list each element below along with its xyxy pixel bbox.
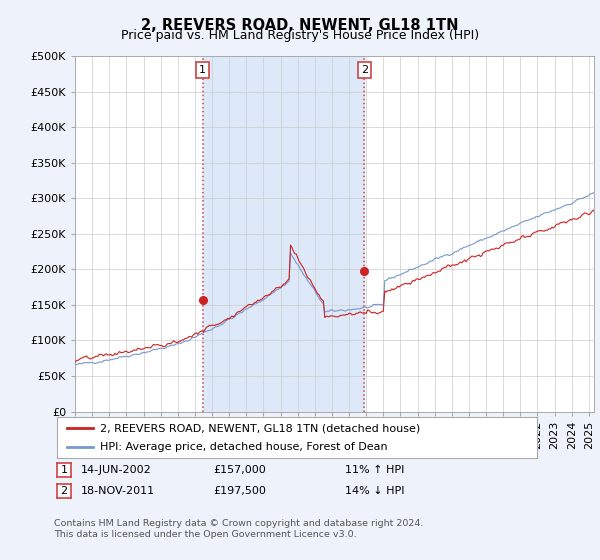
Text: 1: 1 <box>61 465 67 475</box>
Text: 2: 2 <box>61 486 67 496</box>
Text: 1: 1 <box>199 65 206 75</box>
Text: 14% ↓ HPI: 14% ↓ HPI <box>345 486 404 496</box>
Text: 14-JUN-2002: 14-JUN-2002 <box>81 465 152 475</box>
Text: £197,500: £197,500 <box>213 486 266 496</box>
Text: 2, REEVERS ROAD, NEWENT, GL18 1TN: 2, REEVERS ROAD, NEWENT, GL18 1TN <box>141 18 459 33</box>
Bar <box>203 56 364 412</box>
Text: 2: 2 <box>361 65 368 75</box>
Text: 2, REEVERS ROAD, NEWENT, GL18 1TN (detached house): 2, REEVERS ROAD, NEWENT, GL18 1TN (detac… <box>100 423 421 433</box>
Text: £157,000: £157,000 <box>213 465 266 475</box>
Text: 11% ↑ HPI: 11% ↑ HPI <box>345 465 404 475</box>
Text: Contains HM Land Registry data © Crown copyright and database right 2024.
This d: Contains HM Land Registry data © Crown c… <box>54 519 424 539</box>
Text: HPI: Average price, detached house, Forest of Dean: HPI: Average price, detached house, Fore… <box>100 442 388 451</box>
Text: Price paid vs. HM Land Registry's House Price Index (HPI): Price paid vs. HM Land Registry's House … <box>121 29 479 42</box>
Text: 18-NOV-2011: 18-NOV-2011 <box>81 486 155 496</box>
